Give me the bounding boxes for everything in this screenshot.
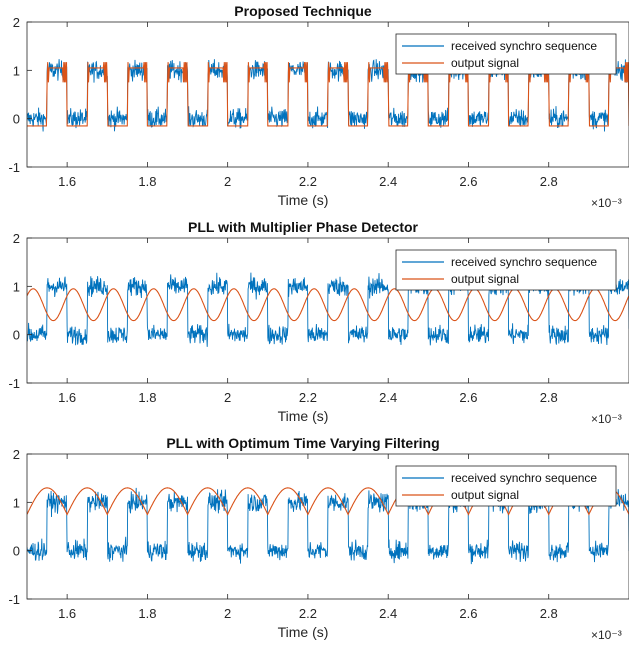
legend-entry: output signal (451, 488, 519, 502)
x-tick-label: 2.8 (540, 390, 558, 405)
x-tick-label: 2 (224, 174, 231, 189)
y-tick-label: 1 (13, 495, 20, 510)
x-axis-exponent: ×10⁻³ (591, 628, 622, 642)
x-tick-label: 2.6 (459, 390, 477, 405)
legend-entry: received synchro sequence (451, 471, 597, 485)
legend: received synchro sequence output signal (395, 465, 617, 507)
x-axis-label: Time (s) (278, 408, 329, 424)
y-tick-label: 2 (13, 231, 20, 246)
x-tick-label: 2.2 (299, 390, 317, 405)
series-line-output-signal (27, 62, 629, 127)
series-line-output-signal (27, 288, 629, 322)
x-tick-label: 2 (224, 390, 231, 405)
legend: received synchro sequence output signal (395, 33, 617, 75)
legend-entry: output signal (451, 56, 519, 70)
x-tick-label: 2 (224, 606, 231, 621)
axes-frame (26, 21, 629, 168)
x-tick-label: 2.6 (459, 606, 477, 621)
x-tick-label: 2.2 (299, 174, 317, 189)
chart-title: Proposed Technique (234, 3, 372, 19)
y-tick-label: 1 (13, 279, 20, 294)
axes-frame (26, 237, 629, 384)
y-tick-label: 1 (13, 63, 20, 78)
y-tick-label: -1 (8, 160, 20, 175)
axes-frame (26, 453, 629, 600)
subplot-2: PLL with Multiplier Phase Detector -1 0 1 2 1… (8, 219, 629, 426)
x-tick-label: 2.6 (459, 174, 477, 189)
legend-box (395, 249, 617, 291)
legend-box (395, 465, 617, 507)
x-axis-label: Time (s) (278, 624, 329, 640)
chart-title: PLL with Multiplier Phase Detector (188, 219, 419, 235)
x-axis-exponent: ×10⁻³ (591, 196, 622, 210)
x-tick-label: 2.4 (379, 390, 397, 405)
x-axis-label: Time (s) (278, 192, 329, 208)
x-tick-label: 2.4 (379, 174, 397, 189)
x-tick-label: 2.8 (540, 174, 558, 189)
chart-title: PLL with Optimum Time Varying Filtering (166, 435, 439, 451)
x-tick-label: 1.6 (58, 174, 76, 189)
y-tick-label: 2 (13, 15, 20, 30)
legend: received synchro sequence output signal (395, 249, 617, 291)
y-tick-label: 2 (13, 447, 20, 462)
legend-box (395, 33, 617, 75)
x-tick-label: 1.6 (58, 606, 76, 621)
x-tick-label: 2.4 (379, 606, 397, 621)
y-tick-label: 0 (13, 544, 20, 559)
x-axis-exponent: ×10⁻³ (591, 412, 622, 426)
y-tick-label: -1 (8, 592, 20, 607)
x-tick-label: 1.8 (138, 174, 156, 189)
legend-entry: received synchro sequence (451, 39, 597, 53)
x-tick-label: 1.8 (138, 606, 156, 621)
y-tick-label: 0 (13, 328, 20, 343)
legend-entry: received synchro sequence (451, 255, 597, 269)
y-tick-label: 0 (13, 112, 20, 127)
x-tick-label: 1.8 (138, 390, 156, 405)
x-tick-label: 2.8 (540, 606, 558, 621)
subplot-1: Proposed Technique -1 0 1 2 1.6 1.8 2 2.2 2.4 2.6 2… (8, 3, 629, 210)
legend-entry: output signal (451, 272, 519, 286)
subplot-3: PLL with Optimum Time Varying Filtering -… (8, 435, 629, 642)
y-tick-label: -1 (8, 376, 20, 391)
x-tick-label: 1.6 (58, 390, 76, 405)
x-tick-label: 2.2 (299, 606, 317, 621)
